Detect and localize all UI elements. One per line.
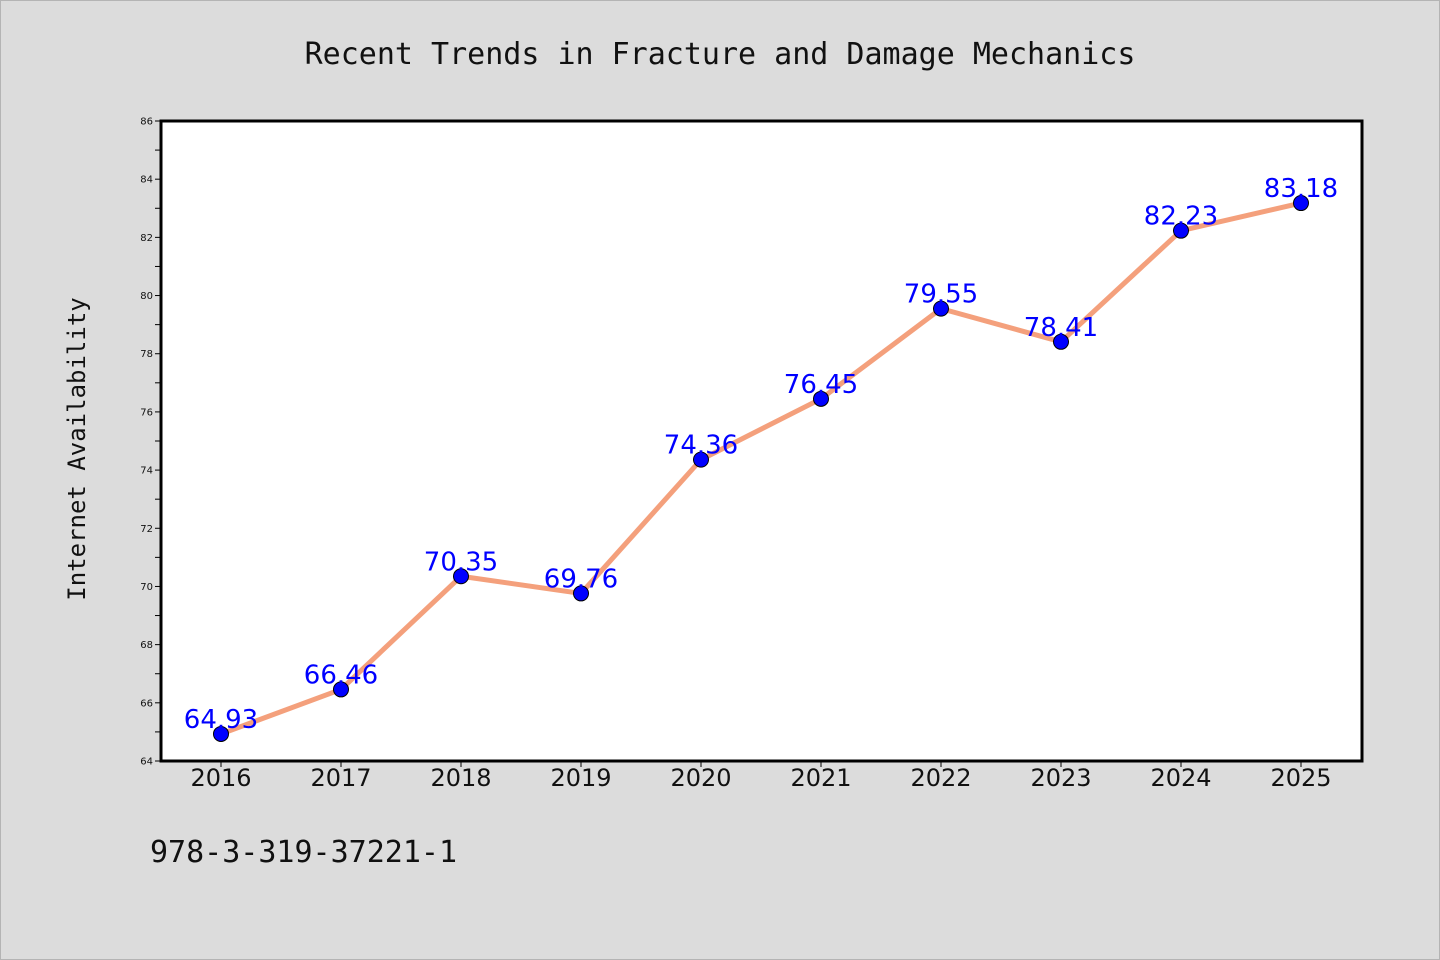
y-tick-label: 68 [140, 640, 153, 651]
series-group: 64.93 66.46 70.35 69.76 74.36 76.45 79.55 78.41… [184, 174, 1338, 742]
y-tick-label: 74 [140, 466, 153, 477]
y-tick-label: 64 [140, 757, 153, 768]
data-label: 79.55 [904, 280, 978, 310]
x-tick-label: 2021 [790, 764, 851, 792]
y-axis-label: Internet Availability [63, 297, 91, 600]
data-point-marker [213, 725, 229, 742]
x-tick-label: 2016 [190, 764, 251, 792]
plot-frame [159, 119, 1364, 763]
series-line [218, 200, 1304, 737]
x-axis: 2016 2017 2018 2019 2020 2021 2022 2023 2024 2025 [190, 761, 1332, 792]
x-tick-label: 2025 [1270, 764, 1331, 792]
isbn-footer: 978-3-319-37221-1 [150, 835, 458, 870]
y-axis: 64 66 68 70 72 74 76 78 80 82 84 86 [140, 117, 161, 768]
x-tick-label: 2023 [1030, 764, 1091, 792]
y-tick-label: 76 [140, 407, 153, 418]
x-tick-label: 2024 [1150, 764, 1211, 792]
x-tick-label: 2018 [430, 764, 491, 792]
y-tick-label: 84 [140, 175, 153, 186]
x-tick-label: 2017 [310, 764, 371, 792]
y-tick-label: 72 [140, 524, 153, 535]
data-point-marker [333, 681, 349, 698]
data-point-marker [1293, 195, 1309, 212]
data-label: 82.23 [1144, 202, 1218, 232]
chart-title: Recent Trends in Fracture and Damage Mec… [305, 37, 1136, 72]
data-label: 69.76 [544, 564, 618, 594]
y-tick-label: 66 [140, 698, 153, 709]
data-point-marker [813, 390, 829, 407]
data-point-marker [933, 300, 949, 317]
y-tick-label: 80 [140, 291, 153, 302]
data-label: 83.18 [1264, 174, 1338, 204]
x-tick-label: 2019 [550, 764, 611, 792]
data-label: 70.35 [424, 547, 498, 577]
data-point-marker [573, 585, 589, 602]
data-point-marker [453, 568, 469, 585]
data-label: 78.41 [1024, 313, 1098, 343]
x-tick-label: 2022 [910, 764, 971, 792]
data-label: 76.45 [784, 370, 858, 400]
y-tick-label: 70 [140, 582, 153, 593]
data-point-marker [693, 451, 709, 468]
data-point-marker [1173, 222, 1189, 239]
x-tick-label: 2020 [670, 764, 731, 792]
y-tick-label: 86 [140, 117, 153, 128]
data-label: 74.36 [664, 431, 738, 461]
data-label: 66.46 [304, 660, 378, 690]
plot-area [161, 121, 1362, 761]
data-point-marker [1053, 333, 1069, 350]
y-tick-label: 82 [140, 233, 153, 244]
y-tick-label: 78 [140, 349, 153, 360]
data-label: 64.93 [184, 705, 258, 735]
